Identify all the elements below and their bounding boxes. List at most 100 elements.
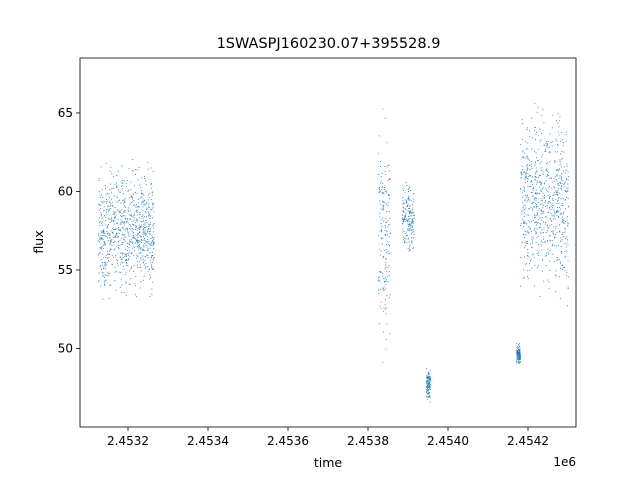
data-point — [151, 257, 152, 259]
data-point — [144, 227, 146, 228]
data-point — [114, 241, 116, 243]
data-point — [101, 272, 103, 274]
data-point — [530, 164, 532, 165]
data-point — [545, 255, 547, 257]
data-point — [427, 376, 428, 378]
data-point — [151, 192, 153, 194]
data-point — [139, 184, 141, 186]
data-point — [105, 224, 107, 226]
data-point — [555, 212, 557, 213]
data-point — [99, 204, 101, 206]
data-point — [99, 216, 101, 218]
data-point — [98, 254, 99, 256]
data-point — [135, 227, 137, 229]
data-point — [383, 220, 385, 222]
data-point — [379, 276, 381, 278]
data-point — [527, 255, 529, 257]
data-point — [387, 205, 389, 206]
data-point — [525, 171, 527, 173]
data-point — [118, 247, 120, 249]
data-point — [149, 228, 151, 230]
data-point — [531, 230, 533, 232]
data-point — [542, 109, 544, 111]
x-tick-label: 2.4540 — [427, 434, 469, 448]
data-point — [143, 176, 145, 177]
data-point — [105, 188, 107, 189]
data-point — [133, 205, 135, 206]
data-point — [542, 154, 544, 156]
data-point — [103, 257, 105, 259]
data-point — [113, 212, 115, 214]
data-point — [379, 212, 381, 214]
data-point — [546, 146, 548, 148]
data-point — [107, 271, 109, 273]
data-point — [382, 257, 384, 258]
data-point — [383, 249, 385, 251]
data-point — [151, 255, 153, 257]
data-point — [552, 205, 554, 207]
data-point — [555, 178, 557, 180]
data-point — [536, 157, 538, 159]
data-point — [413, 198, 415, 200]
data-point — [122, 182, 124, 184]
data-point — [113, 249, 115, 251]
data-point — [109, 202, 111, 204]
data-point — [402, 218, 403, 220]
data-point — [125, 183, 127, 185]
data-point — [144, 260, 146, 261]
data-point — [136, 243, 138, 245]
data-point — [536, 183, 538, 185]
data-point — [153, 223, 155, 224]
data-point — [552, 195, 554, 196]
x-axis-label: time — [314, 455, 343, 470]
data-point — [536, 131, 538, 133]
data-point — [410, 190, 412, 191]
data-point — [526, 128, 528, 130]
data-point — [103, 241, 105, 243]
data-point — [382, 192, 384, 194]
data-point — [529, 200, 531, 202]
data-point — [119, 244, 121, 246]
data-point — [412, 225, 414, 227]
data-point — [133, 219, 135, 221]
data-point — [382, 201, 384, 202]
data-point — [426, 380, 428, 381]
data-point — [556, 232, 558, 234]
data-point — [536, 180, 538, 182]
data-point — [561, 205, 563, 206]
data-point — [556, 194, 558, 196]
data-point — [530, 181, 532, 183]
data-point — [428, 385, 430, 387]
data-point — [145, 180, 146, 182]
data-point — [121, 234, 123, 236]
data-point — [523, 222, 525, 224]
data-point — [144, 200, 145, 202]
data-point — [407, 221, 409, 223]
data-point — [138, 206, 140, 208]
data-point — [127, 255, 129, 257]
data-point — [145, 211, 147, 213]
data-point — [555, 193, 557, 195]
data-point — [100, 237, 102, 239]
data-point — [149, 192, 151, 194]
data-point — [105, 256, 107, 258]
data-point — [134, 237, 136, 239]
data-point — [384, 229, 386, 231]
data-point — [385, 190, 387, 192]
data-point — [561, 179, 563, 181]
data-point — [122, 221, 124, 223]
data-point — [523, 157, 525, 159]
data-point — [103, 235, 105, 236]
data-point — [385, 299, 386, 301]
data-point — [556, 151, 558, 153]
data-point — [541, 229, 543, 231]
data-point — [564, 166, 566, 168]
data-point — [518, 350, 520, 352]
data-point — [549, 197, 551, 198]
data-point — [138, 253, 140, 255]
data-point — [523, 199, 525, 201]
data-point — [104, 235, 106, 237]
data-point — [525, 176, 527, 178]
data-point — [386, 275, 388, 277]
data-point — [408, 210, 410, 212]
